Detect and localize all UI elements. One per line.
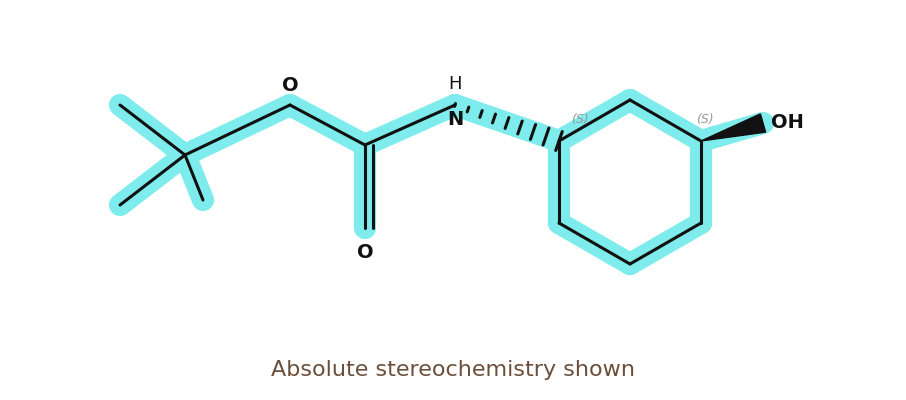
Text: Absolute stereochemistry shown: Absolute stereochemistry shown — [271, 360, 635, 380]
Text: N: N — [447, 110, 463, 129]
Text: O: O — [357, 243, 373, 262]
Text: OH: OH — [771, 114, 804, 132]
Polygon shape — [701, 114, 766, 141]
Text: (S): (S) — [696, 112, 714, 126]
Text: H: H — [448, 75, 462, 93]
Text: O: O — [282, 76, 298, 95]
Text: (S): (S) — [571, 112, 589, 126]
